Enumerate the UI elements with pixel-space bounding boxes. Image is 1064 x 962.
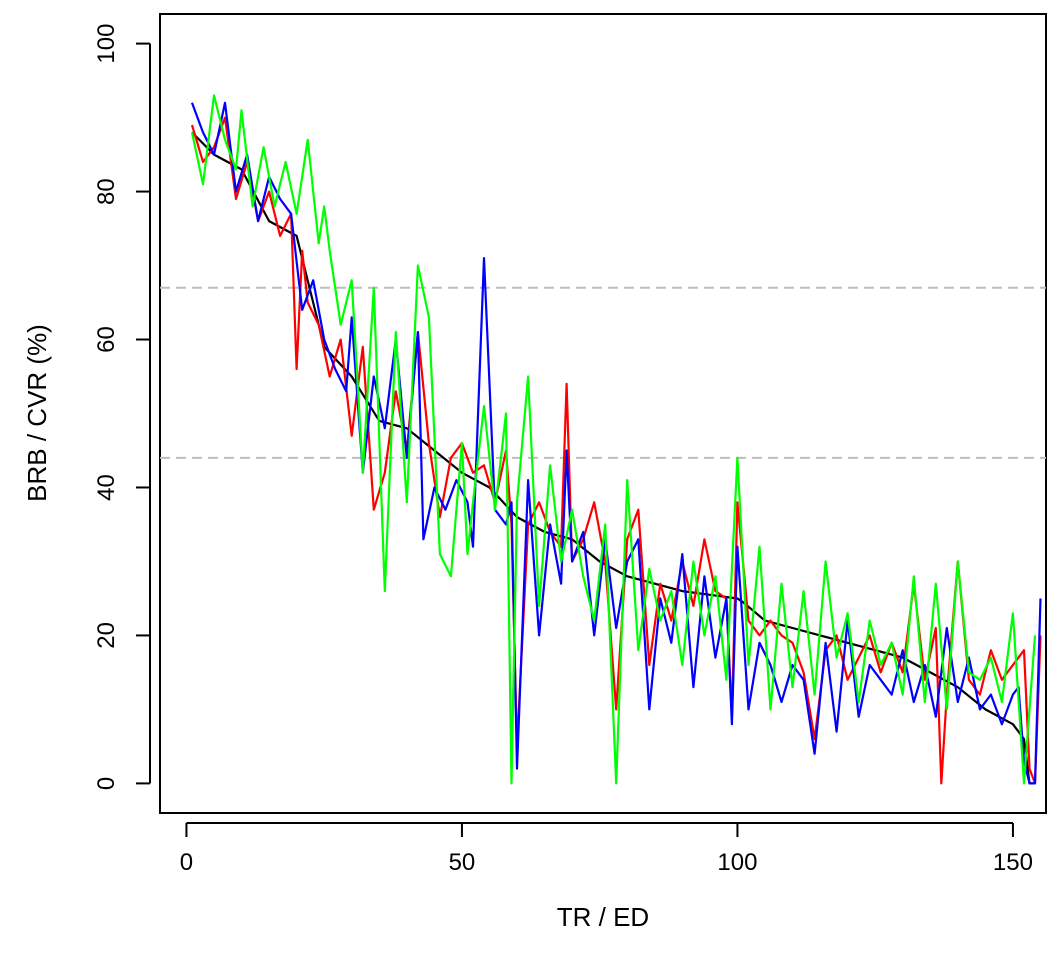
x-tick-label: 0 bbox=[180, 849, 193, 876]
reference-lines bbox=[160, 286, 1046, 459]
y-tick-label: 80 bbox=[93, 178, 120, 205]
y-axis: 0 20 40 60 80 100 bbox=[93, 24, 151, 790]
x-axis: 0 50 100 150 bbox=[180, 822, 1033, 876]
x-tick-label: 150 bbox=[993, 849, 1033, 876]
y-tick-label: 40 bbox=[93, 474, 120, 501]
series-line-3 bbox=[190, 101, 1042, 785]
plot-frame bbox=[159, 13, 1047, 814]
x-axis-title: TR / ED bbox=[557, 902, 649, 932]
y-tick-label: 60 bbox=[93, 326, 120, 353]
y-tick-label: 100 bbox=[93, 24, 120, 64]
y-tick-label: 20 bbox=[93, 622, 120, 649]
series-line-2 bbox=[190, 116, 1042, 785]
y-tick-label: 0 bbox=[93, 777, 120, 790]
series-line-4 bbox=[190, 94, 1037, 785]
series-layer bbox=[190, 94, 1042, 785]
y-axis-title: BRB / CVR (%) bbox=[22, 324, 52, 502]
series-line-1 bbox=[191, 131, 1035, 785]
x-tick-label: 50 bbox=[449, 849, 476, 876]
x-tick-label: 100 bbox=[717, 849, 757, 876]
